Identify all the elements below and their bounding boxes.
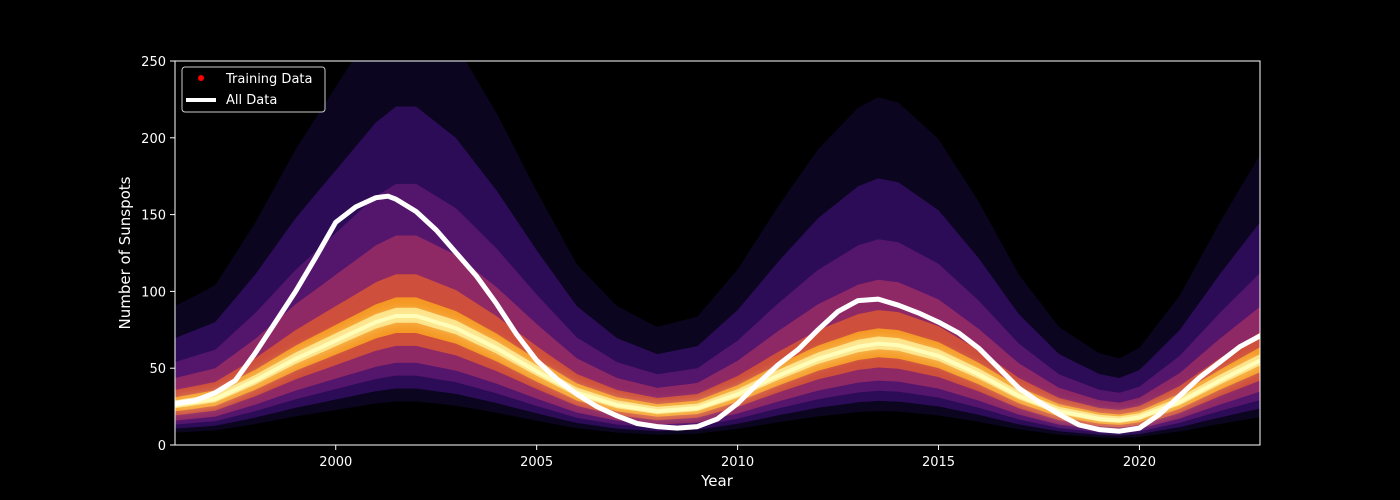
y-tick-label: 100 (141, 285, 166, 300)
y-tick-label: 0 (158, 439, 166, 454)
x-axis-ticks: 2000 2005 2010 2015 2020 (319, 445, 1156, 470)
x-tick-label: 2005 (520, 455, 553, 470)
legend-training-marker (198, 75, 204, 81)
x-tick-label: 2000 (319, 455, 352, 470)
legend-alldata-label: All Data (226, 93, 277, 108)
y-axis-ticks: 0 50 100 150 200 250 (141, 55, 175, 454)
y-axis-label: Number of Sunspots (116, 176, 134, 329)
legend: Training Data All Data (182, 67, 325, 112)
x-axis-label: Year (700, 472, 734, 490)
y-tick-label: 250 (141, 55, 166, 70)
x-tick-label: 2015 (922, 455, 955, 470)
legend-training-label: Training Data (225, 72, 312, 87)
y-tick-label: 150 (141, 209, 166, 224)
y-tick-label: 50 (149, 362, 166, 377)
x-tick-label: 2010 (721, 455, 754, 470)
x-tick-label: 2020 (1123, 455, 1156, 470)
y-tick-label: 200 (141, 132, 166, 147)
